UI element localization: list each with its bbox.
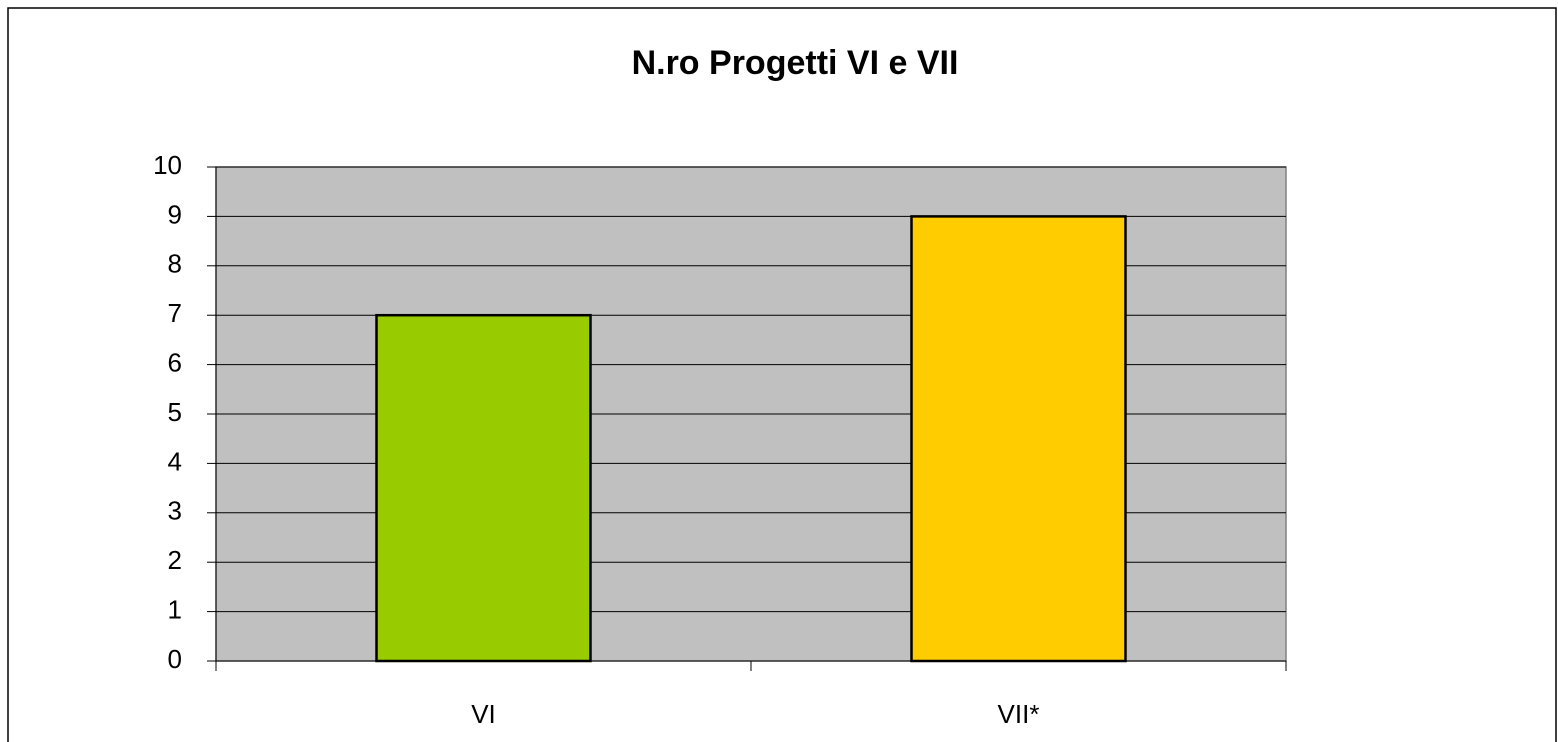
y-tick-label: 1 [168, 594, 182, 624]
y-tick-label: 8 [168, 249, 182, 279]
x-tick-label: VII* [998, 699, 1040, 729]
y-tick-label: 6 [168, 347, 182, 377]
y-tick-label: 2 [168, 545, 182, 575]
y-tick-label: 4 [168, 446, 182, 476]
bar [910, 215, 1127, 663]
y-tick-label: 5 [168, 397, 182, 427]
y-tick-label: 10 [153, 150, 182, 180]
y-tick-label: 0 [168, 644, 182, 674]
y-tick-label: 7 [168, 298, 182, 328]
y-tick-label: 9 [168, 199, 182, 229]
chart-title: N.ro Progetti VI e VII [632, 44, 959, 82]
x-tick-label: VI [471, 699, 496, 729]
bar [375, 313, 592, 663]
y-tick-label: 3 [168, 496, 182, 526]
